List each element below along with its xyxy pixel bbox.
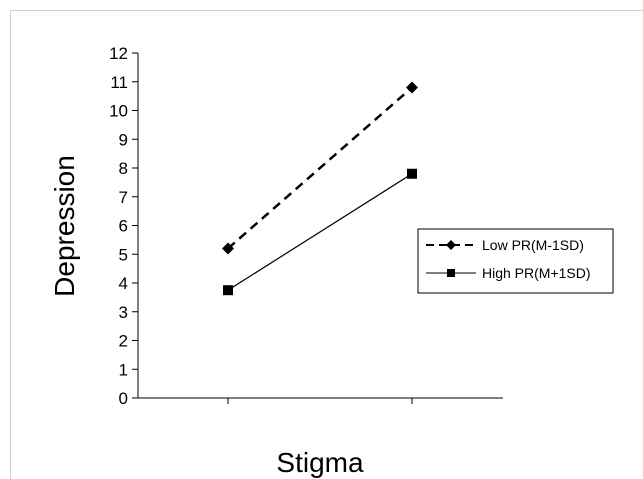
y-tick-label: 3 <box>119 303 128 322</box>
y-tick-label: 7 <box>119 188 128 207</box>
x-axis-title: Stigma <box>276 447 364 478</box>
legend-label-low-pr: Low PR(M-1SD) <box>482 237 584 253</box>
y-axis-title: Depression <box>49 155 80 297</box>
legend-box <box>417 228 614 294</box>
y-tick-label: 6 <box>119 217 128 236</box>
y-tick-label: 11 <box>110 73 128 92</box>
y-tick-label: 12 <box>109 44 128 63</box>
legend: Low PR(M-1SD) High PR(M+1SD) <box>417 228 614 294</box>
y-tick-label: 0 <box>119 389 128 408</box>
series-group <box>222 81 418 296</box>
y-tick-label: 8 <box>119 159 128 178</box>
data-point-high-pr <box>223 285 233 296</box>
chart-frame <box>10 10 643 479</box>
legend-marker-low-pr <box>446 240 456 250</box>
data-point-high-pr <box>407 168 417 179</box>
series-line-low-pr <box>227 86 413 250</box>
y-tick-label: 9 <box>119 130 128 149</box>
legend-marker-high-pr <box>447 269 455 277</box>
y-tick-label: 4 <box>119 274 128 293</box>
y-tick-label: 2 <box>119 332 128 351</box>
y-tick-label: 5 <box>119 245 128 264</box>
x-axis <box>138 397 503 404</box>
y-tick-label: 1 <box>119 360 128 379</box>
series-line-high-pr <box>227 173 413 291</box>
data-point-low-pr <box>222 242 234 255</box>
legend-label-high-pr: High PR(M+1SD) <box>482 265 591 281</box>
data-point-low-pr <box>406 81 418 94</box>
y-tick-label: 10 <box>109 102 128 121</box>
